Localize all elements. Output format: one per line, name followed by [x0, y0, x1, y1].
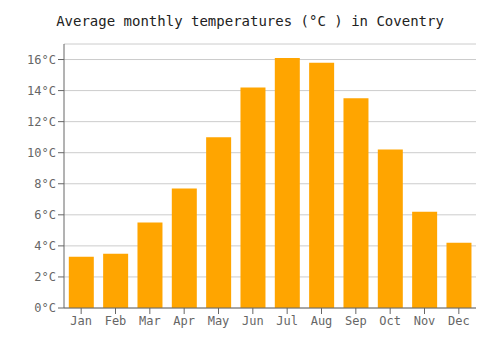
- svg-text:Sep: Sep: [345, 314, 367, 328]
- svg-text:6°C: 6°C: [34, 208, 56, 222]
- svg-text:12°C: 12°C: [27, 115, 56, 129]
- svg-text:Nov: Nov: [414, 314, 436, 328]
- svg-text:Apr: Apr: [173, 314, 195, 328]
- svg-text:4°C: 4°C: [34, 239, 56, 253]
- svg-text:14°C: 14°C: [27, 84, 56, 98]
- svg-text:Dec: Dec: [448, 314, 470, 328]
- svg-text:0°C: 0°C: [34, 301, 56, 315]
- svg-text:Oct: Oct: [379, 314, 401, 328]
- svg-text:Jan: Jan: [70, 314, 92, 328]
- svg-text:Aug: Aug: [311, 314, 333, 328]
- svg-text:2°C: 2°C: [34, 270, 56, 284]
- svg-text:Jul: Jul: [276, 314, 298, 328]
- svg-text:10°C: 10°C: [27, 146, 56, 160]
- svg-text:Jun: Jun: [242, 314, 264, 328]
- html-text:Average monthly temperatures (: Average monthly temperatures (°C ) in Co…: [56, 13, 444, 29]
- svg-text:16°C: 16°C: [27, 53, 56, 67]
- svg-text:May: May: [208, 314, 230, 328]
- svg-text:Mar: Mar: [139, 314, 161, 328]
- svg-text:8°C: 8°C: [34, 177, 56, 191]
- svg-text:Feb: Feb: [105, 314, 127, 328]
